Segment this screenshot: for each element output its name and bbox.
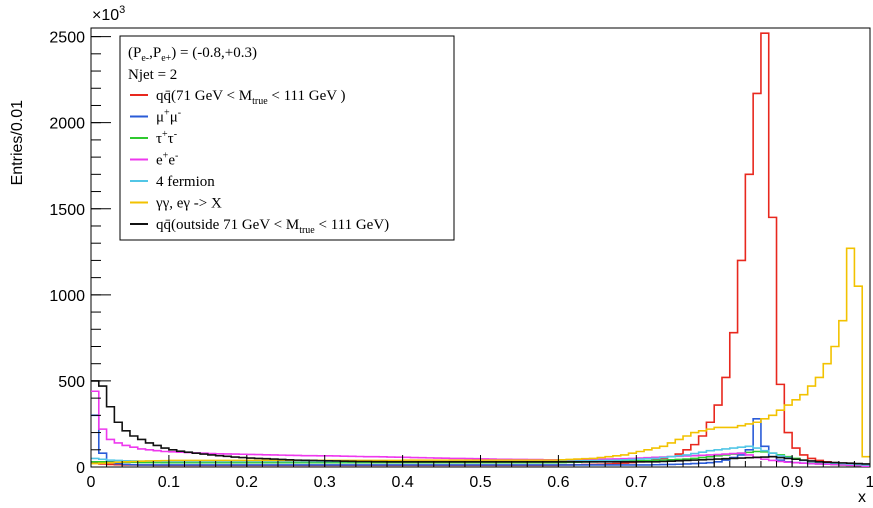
series-line-6 (91, 247, 870, 465)
x-tick-label: 0.6 (547, 474, 569, 491)
x-tick-label: 0.9 (781, 474, 803, 491)
y-tick-label: 1500 (49, 202, 85, 219)
series-line-5 (91, 445, 870, 466)
y-axis-label: Entries/0.01 (9, 100, 26, 185)
x-tick-label: 0.7 (625, 474, 647, 491)
x-axis-label: x (858, 489, 866, 506)
series-line-2 (91, 414, 870, 467)
legend-label-1: qq̄(71 GeV < Mtrue < 111 GeV ) (156, 88, 346, 107)
x-tick-label: 0.1 (158, 474, 180, 491)
legend-box (119, 35, 455, 241)
legend-label-6: γγ, eγ -> X (155, 196, 222, 212)
x-tick-label: 0.3 (314, 474, 336, 491)
axis-layer: 0 0.1 0.2 0.3 0.4 0.5 0.6 0.7 0.8 0.9 1 0 500 1000 150… (49, 30, 873, 491)
series-line-4 (91, 390, 870, 467)
y-tick-label: 500 (58, 374, 85, 391)
y-tick-label: 2500 (49, 30, 85, 47)
series-layer (91, 32, 870, 467)
legend-label-4: e+e- (156, 151, 178, 169)
legend-label-2: μ+μ- (156, 108, 181, 126)
x-tick-label: 0.2 (236, 474, 258, 491)
legend-label-3: τ+τ- (156, 129, 177, 147)
legend-header-polarization: (Pe-,Pe+) = (-0.8,+0.3) (128, 45, 257, 64)
x-tick-label: 1 (866, 474, 873, 491)
y-tick-label: 2000 (49, 116, 85, 133)
x-tick-label: 0.5 (469, 474, 491, 491)
legend-header-njet: Njet = 2 (128, 67, 177, 83)
svg-text:×103: ×103 (92, 4, 125, 24)
y-tick-label: 0 (76, 460, 85, 477)
series-line-7 (91, 380, 870, 465)
x-tick-label: 0.4 (391, 474, 413, 491)
legend: (Pe-,Pe+) = (-0.8,+0.3) Njet = 2 qq̄(71 Ge… (119, 35, 455, 241)
y-multiplier-label: ×103 (92, 4, 125, 24)
legend-label-7: qq̄(outside 71 GeV < Mtrue < 111 GeV) (156, 217, 389, 236)
y-tick-label: 1000 (49, 288, 85, 305)
legend-label-5: 4 fermion (156, 174, 215, 190)
x-tick-label: 0.8 (703, 474, 725, 491)
x-tick-label: 0 (87, 474, 96, 491)
